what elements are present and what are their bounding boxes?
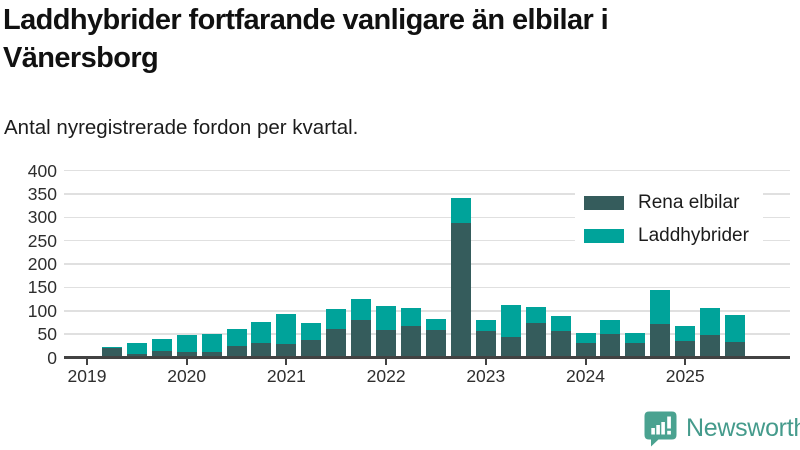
bar-2022-q4-laddhybrider — [450, 197, 471, 224]
x-tick-2025 — [684, 359, 687, 365]
gridline-y-250 — [64, 239, 790, 242]
x-axis-label-2023: 2023 — [466, 366, 506, 386]
bar-2021-q1-laddhybrider — [276, 314, 297, 344]
legend-item-laddhybrider: Laddhybrider — [584, 225, 749, 247]
y-axis-label-350: 350 — [27, 183, 57, 204]
bar-2022-q3-laddhybrider — [425, 318, 446, 331]
bar-2021-q1-rena-elbilar — [276, 343, 297, 358]
bar-2022-q3-rena-elbilar — [425, 330, 446, 358]
bar-2020-q2-rena-elbilar — [201, 351, 222, 358]
bar-2019-q2-laddhybrider — [101, 347, 122, 349]
legend-swatch-laddhybrider — [584, 229, 624, 243]
bar-2025-q2-rena-elbilar — [700, 335, 721, 358]
x-tick-2024 — [584, 359, 587, 365]
bar-2019-q3-rena-elbilar — [126, 353, 147, 358]
bar-2025-q3-rena-elbilar — [725, 342, 746, 358]
bar-2024-q2-laddhybrider — [600, 319, 621, 334]
y-axis-label-200: 200 — [27, 254, 57, 274]
bar-2022-q4-rena-elbilar — [450, 223, 471, 358]
bar-2021-q3-rena-elbilar — [326, 329, 347, 358]
y-axis-label-250: 250 — [27, 230, 57, 251]
x-axis-label-2025: 2025 — [665, 366, 705, 386]
x-axis-line — [64, 356, 790, 359]
bar-2019-q4-rena-elbilar — [151, 351, 172, 358]
bar-2023-q2-laddhybrider — [500, 305, 521, 337]
x-tick-2021 — [285, 359, 288, 365]
bar-2020-q3-laddhybrider — [226, 328, 247, 347]
legend-label-rena-elbilar: Rena elbilar — [638, 192, 740, 213]
bar-2023-q3-rena-elbilar — [525, 323, 546, 358]
x-tick-2022 — [385, 359, 388, 365]
bar-2023-q3-laddhybrider — [525, 307, 546, 324]
y-axis-label-300: 300 — [27, 207, 57, 228]
bar-2025-q1-rena-elbilar — [675, 341, 696, 358]
gridline-y-400 — [64, 169, 790, 172]
x-axis-label-2024: 2024 — [566, 366, 605, 386]
bar-2021-q2-laddhybrider — [301, 323, 322, 340]
bar-2021-q3-laddhybrider — [326, 308, 347, 330]
bar-2024-q2-rena-elbilar — [600, 333, 621, 358]
bar-2022-q2-rena-elbilar — [401, 326, 422, 358]
bar-2021-q2-rena-elbilar — [301, 339, 322, 358]
bar-2025-q3-laddhybrider — [725, 315, 746, 343]
bar-2020-q2-laddhybrider — [201, 333, 222, 352]
x-axis-label-2021: 2021 — [266, 366, 306, 386]
x-tick-2019 — [86, 359, 88, 365]
gridline-y-300 — [64, 216, 790, 218]
bar-2020-q1-laddhybrider — [176, 335, 197, 353]
x-axis-label-2020: 2020 — [167, 366, 207, 386]
bar-2024-q4-laddhybrider — [650, 290, 671, 325]
gridline-y-350 — [64, 193, 790, 195]
bar-2023-q1-rena-elbilar — [475, 330, 496, 358]
chart-subtitle: Antal nyregistrerade fordon per kvartal. — [4, 116, 359, 139]
gridline-y-200 — [64, 263, 790, 265]
bar-2024-q3-rena-elbilar — [625, 343, 646, 358]
chart-title: Laddhybrider fortfarande vanligare än el… — [3, 4, 609, 74]
x-axis-label-2019: 2019 — [67, 366, 107, 386]
legend: Rena elbilar Laddhybrider — [575, 186, 763, 260]
bar-2020-q1-rena-elbilar — [176, 352, 197, 358]
y-axis-label-100: 100 — [27, 300, 57, 321]
bar-2024-q1-laddhybrider — [575, 332, 596, 343]
bar-2024-q3-laddhybrider — [625, 333, 646, 343]
legend-swatch-rena-elbilar — [584, 196, 624, 210]
bar-2020-q3-rena-elbilar — [226, 346, 247, 358]
newsworthy-wordmark: Newsworthy — [686, 414, 800, 442]
gridline-y-100 — [64, 310, 790, 312]
bar-2024-q1-rena-elbilar — [575, 342, 596, 358]
newsworthy-logo-icon — [644, 411, 677, 447]
bar-2023-q2-rena-elbilar — [500, 336, 521, 358]
y-axis-label-50: 50 — [37, 324, 57, 345]
bar-2021-q4-rena-elbilar — [351, 319, 372, 358]
bar-2025-q1-laddhybrider — [675, 325, 696, 342]
legend-label-laddhybrider: Laddhybrider — [638, 225, 749, 246]
y-axis-label-0: 0 — [47, 347, 57, 368]
bar-2021-q4-laddhybrider — [351, 298, 372, 320]
bar-2023-q4-rena-elbilar — [550, 330, 571, 358]
bar-2019-q4-laddhybrider — [151, 338, 172, 352]
y-axis-label-400: 400 — [27, 160, 57, 181]
bar-2025-q2-laddhybrider — [700, 307, 721, 336]
newsworthy-logo: Newsworthy — [643, 410, 800, 447]
bar-2019-q3-laddhybrider — [126, 343, 147, 354]
bar-2023-q1-laddhybrider — [475, 320, 496, 331]
x-tick-2023 — [484, 359, 487, 365]
bar-2022-q1-rena-elbilar — [376, 330, 397, 358]
gridline-y-150 — [64, 286, 790, 289]
x-axis-label-2022: 2022 — [366, 366, 406, 386]
bar-2024-q4-rena-elbilar — [650, 324, 671, 358]
bar-2023-q4-laddhybrider — [550, 315, 571, 331]
legend-item-rena-elbilar: Rena elbilar — [584, 192, 749, 214]
y-axis-label-150: 150 — [27, 277, 57, 298]
bar-2019-q2-rena-elbilar — [101, 348, 122, 358]
bar-2022-q2-laddhybrider — [401, 308, 422, 327]
bar-2020-q4-rena-elbilar — [251, 343, 272, 358]
x-tick-2020 — [185, 359, 188, 365]
bar-2020-q4-laddhybrider — [251, 321, 272, 344]
bar-2022-q1-laddhybrider — [376, 306, 397, 331]
